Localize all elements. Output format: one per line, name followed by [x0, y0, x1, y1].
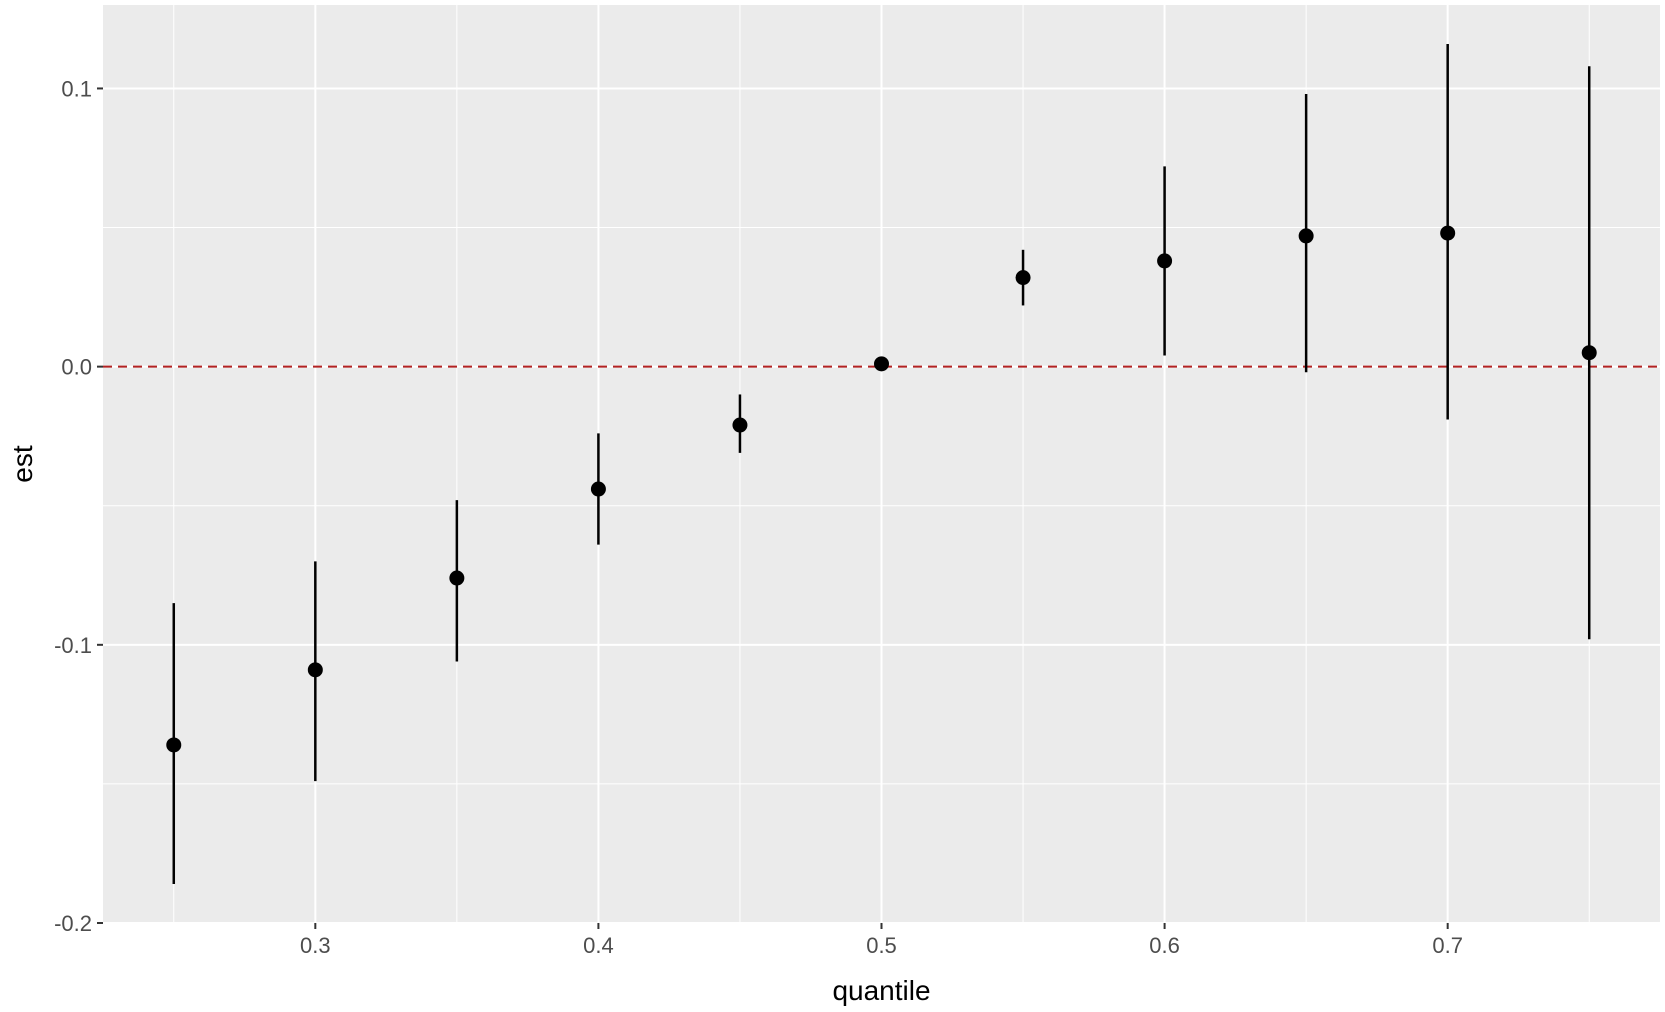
point-0 — [166, 737, 182, 753]
point-2 — [449, 570, 465, 586]
point-3 — [590, 481, 606, 497]
point-7 — [1157, 253, 1173, 269]
y-tick-label: -0.1 — [54, 633, 92, 658]
point-10 — [1581, 345, 1597, 361]
point-1 — [307, 662, 323, 678]
point-4 — [732, 417, 748, 433]
x-tick-label: 0.7 — [1432, 933, 1463, 958]
y-axis-ticks: -0.2 -0.1 0.0 0.1 — [54, 76, 103, 936]
y-tick-label: 0.0 — [61, 355, 92, 380]
y-tick-label: 0.1 — [61, 76, 92, 101]
x-tick-label: 0.5 — [866, 933, 897, 958]
point-estimates — [166, 225, 1597, 753]
point-6 — [1015, 270, 1031, 286]
point-9 — [1440, 225, 1456, 241]
x-tick-label: 0.4 — [583, 933, 614, 958]
point-5 — [874, 356, 889, 372]
x-axis-ticks: 0.3 0.4 0.5 0.6 0.7 — [300, 923, 1463, 958]
y-axis-title: est — [7, 445, 38, 483]
x-axis-title: quantile — [832, 975, 930, 1006]
x-tick-label: 0.3 — [300, 933, 331, 958]
point-8 — [1298, 228, 1314, 244]
x-tick-label: 0.6 — [1149, 933, 1180, 958]
y-tick-label: -0.2 — [54, 911, 92, 936]
